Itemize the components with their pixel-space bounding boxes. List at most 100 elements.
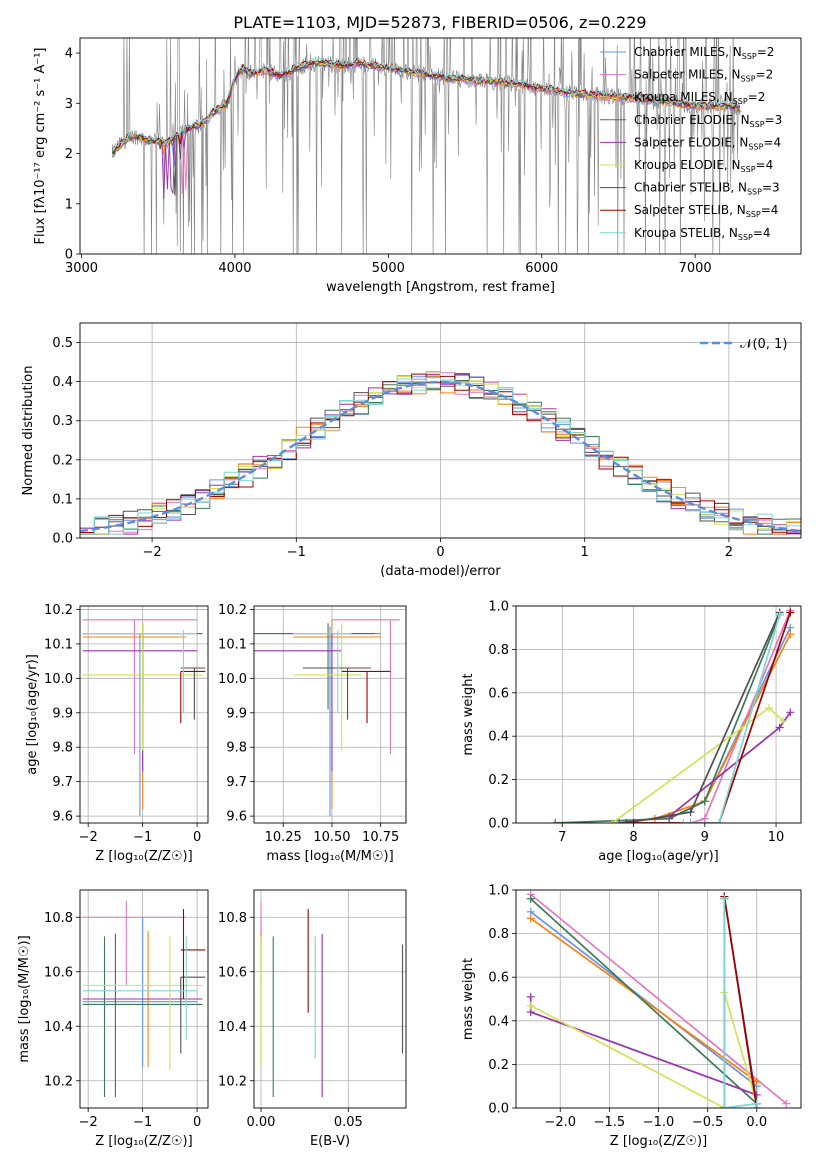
y-axis-label: mass weight [461, 673, 476, 755]
axes-mass-vs-EBV: 0.00 0.05 10.2 10.4 10.6 10.8 E(B-V) [218, 889, 407, 1149]
x-tick-label: 2 [725, 545, 733, 560]
y-tick-label: 4 [65, 47, 73, 62]
errorbar-chabrier-miles [254, 626, 381, 817]
massweight-marker [775, 723, 784, 732]
massweight-line-6 [611, 706, 784, 823]
axes-massweight-vs-Z: −2.0 −1.5 −1.0 −0.5 0.0 0.0 0.2 0.4 0.6 0.8 1.0 Z [… [461, 884, 802, 1149]
massweight-marker [679, 819, 688, 823]
x-tick-label: −2 [143, 545, 162, 560]
x-axis-label: Z [log₁₀(Z/Z☉)] [610, 1134, 707, 1149]
y-axis-label: age [log₁₀(age/yr)] [25, 654, 40, 775]
massweight-marker [764, 703, 773, 712]
errorbar-kroupa-stelib [82, 630, 198, 713]
x-tick-label: −2.0 [544, 1115, 576, 1130]
observed-spectrum-line [111, 38, 742, 254]
massweight-marker [786, 608, 795, 617]
legend-nssp: =2 [756, 68, 774, 82]
x-tick-label: 10.25 [265, 830, 302, 845]
massweight-marker [779, 717, 788, 726]
massweight-marker [622, 819, 631, 823]
axes-frame [515, 605, 802, 824]
legend-entry: Kroupa ELODIE, NSSP=4 [634, 158, 773, 174]
y-tick-label: 10.2 [44, 1074, 73, 1089]
errorbar-salpeter-stelib [341, 670, 391, 724]
y-tick-label: 0.8 [488, 643, 509, 658]
y-tick-label: 1 [65, 197, 73, 212]
axes-age-vs-mass: 10.25 10.50 10.75 9.6 9.7 9.8 9.9 10.0 10.1 10.2 m… [218, 603, 407, 864]
y-tick-label: 9.8 [226, 741, 247, 756]
errorbar-kroupa-elodie [82, 623, 203, 751]
y-tick-label: 3 [65, 97, 73, 112]
legend-entry: 𝒩(0, 1) [740, 337, 787, 352]
massweight-marker [686, 808, 695, 817]
y-tick-label: 10.6 [44, 965, 73, 980]
axes-frame [79, 322, 802, 539]
massweight-marker [686, 819, 695, 823]
y-tick-label: 9.6 [52, 810, 73, 825]
massweight-marker [752, 1099, 761, 1108]
errorbar-chabrier-stelib [180, 667, 206, 720]
gridlines [254, 890, 406, 1108]
y-tick-label: 9.7 [52, 775, 73, 790]
y-axis-label: mass [log₁₀(M/M☉)] [17, 935, 32, 1062]
massweight-marker [526, 894, 535, 903]
legend-entry: Salpeter STELIB, NSSP=4 [634, 203, 778, 219]
massweight-marker [526, 914, 535, 923]
errorbar-salpeter-elodie [254, 633, 342, 772]
axes-spectrum: 3000 4000 5000 6000 7000 0 1 2 3 4 wavelength [Ang… [33, 37, 802, 295]
errorbar-kroupa-elodie [292, 623, 362, 751]
axes-frame [253, 605, 407, 824]
x-tick-label: 0 [193, 1115, 201, 1130]
y-tick-label: 10.0 [44, 672, 73, 687]
ticks: −2.0 −1.5 −1.0 −0.5 0.0 0.0 0.2 0.4 0.6 0.8 1.0 [488, 884, 767, 1131]
x-axis-label: age [log₁₀(age/yr)] [598, 849, 719, 864]
errorbar-salpeter-elodie [82, 933, 203, 1098]
x-tick-label: 1 [581, 545, 589, 560]
y-tick-label: 0.0 [52, 532, 73, 547]
ticks: 3000 4000 5000 6000 7000 0 1 2 3 4 [65, 47, 712, 276]
y-tick-label: 10.2 [218, 1074, 247, 1089]
x-axis-label: Z [log₁₀(Z/Z☉)] [95, 849, 192, 864]
ticks: −2 −1 0 10.2 10.4 10.6 10.8 [44, 911, 201, 1130]
axes-massweight-vs-age: 7 8 9 10 0.0 0.2 0.4 0.6 0.8 1.0 age [log₁₀(age/yr… [461, 600, 802, 864]
massweight-marker [526, 992, 535, 1001]
x-tick-label: 9 [701, 830, 709, 845]
legend-entry: Chabrier STELIB, NSSP=3 [634, 181, 780, 197]
errorbar-chabrier-elodie [254, 623, 375, 710]
errorbar-chabrier-miles [82, 633, 198, 817]
figure-title: PLATE=1103, MJD=52873, FIBERID=0506, z=0… [233, 13, 646, 32]
y-tick-label: 10.6 [218, 965, 247, 980]
x-tick-label: 0.0 [746, 1115, 767, 1130]
spectrum-legend: Chabrier MILES, NSSP=2 Salpeter MILES, NS… [600, 45, 782, 242]
y-tick-label: 0.5 [52, 336, 73, 351]
massweight-line-9 [683, 614, 781, 823]
x-tick-label: 10 [768, 830, 785, 845]
x-tick-label: 7 [558, 830, 566, 845]
massweight-line-2 [690, 609, 792, 823]
ticks: −2 −1 0 1 2 0.0 0.1 0.2 0.3 0.4 0.5 [52, 336, 733, 560]
x-tick-label: −1 [133, 1115, 152, 1130]
massweight-marker [720, 1104, 729, 1108]
legend-subscript: SSP [746, 210, 761, 219]
x-tick-label: 10.50 [313, 830, 350, 845]
errorbar-chabrier-stelib [180, 976, 206, 1054]
legend-nssp: =3 [765, 113, 783, 127]
y-tick-label: 9.9 [226, 706, 247, 721]
legend-subscript: SSP [738, 233, 753, 242]
legend-nssp: =4 [763, 135, 781, 149]
y-tick-label: 0.2 [488, 1058, 509, 1073]
errorbar-chabrier-stelib [302, 667, 371, 720]
y-tick-label: 0.0 [488, 1102, 509, 1117]
legend-nssp: =4 [753, 226, 771, 240]
y-tick-label: 10.8 [44, 911, 73, 926]
errorbar-salpeter-miles [82, 619, 198, 755]
x-tick-label: −1.0 [643, 1115, 675, 1130]
x-axis-label: E(B-V) [310, 1134, 350, 1149]
y-tick-label: 10.4 [44, 1020, 73, 1035]
axes-frame [79, 37, 802, 255]
errorbar-kroupa-stelib [292, 630, 352, 713]
y-tick-label: 10.8 [218, 911, 247, 926]
y-tick-label: 0.8 [488, 927, 509, 942]
